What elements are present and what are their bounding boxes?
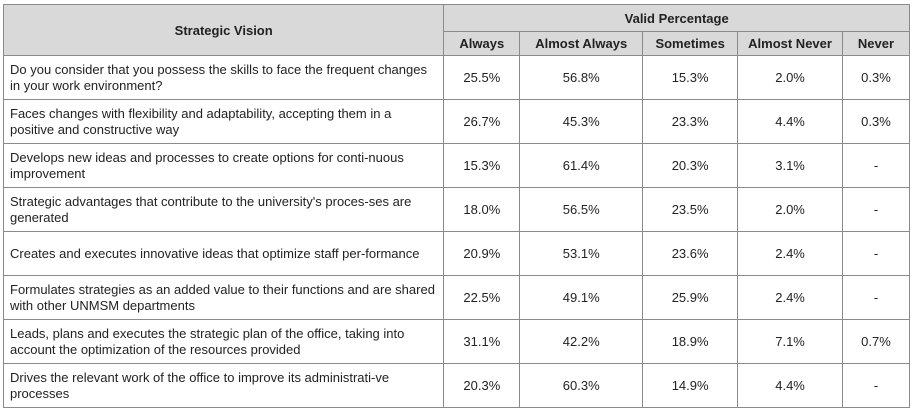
cell-value: 0.3% bbox=[842, 55, 910, 100]
cell-value: 23.3% bbox=[642, 99, 739, 144]
column-header: Always bbox=[443, 31, 521, 56]
table-row: Develops new ideas and processes to crea… bbox=[2, 143, 910, 188]
table-row: Do you consider that you possess the ski… bbox=[2, 55, 910, 100]
row-label: Leads, plans and executes the strategic … bbox=[2, 319, 445, 364]
cell-value: 56.8% bbox=[519, 55, 644, 100]
cell-value: 18.9% bbox=[642, 319, 739, 364]
cell-value: 15.3% bbox=[443, 143, 521, 188]
cell-value: 61.4% bbox=[519, 143, 644, 188]
row-label: Develops new ideas and processes to crea… bbox=[2, 143, 445, 188]
cell-value: 2.4% bbox=[737, 231, 843, 276]
strategic-vision-table: Strategic Vision Valid Percentage Always… bbox=[2, 4, 910, 408]
cell-value: 14.9% bbox=[642, 363, 739, 408]
column-header: Almost Never bbox=[737, 31, 843, 56]
table-row: Formulates strategies as an added value … bbox=[2, 275, 910, 320]
cell-value: - bbox=[842, 231, 910, 276]
row-label: Drives the relevant work of the office t… bbox=[2, 363, 445, 408]
cell-value: 25.5% bbox=[443, 55, 521, 100]
cell-value: 4.4% bbox=[737, 99, 843, 144]
table-row: Drives the relevant work of the office t… bbox=[2, 363, 910, 408]
cell-value: 7.1% bbox=[737, 319, 843, 364]
row-label: Do you consider that you possess the ski… bbox=[2, 55, 445, 100]
table-row: Faces changes with flexibility and adapt… bbox=[2, 99, 910, 144]
group-header: Valid Percentage bbox=[443, 4, 910, 32]
table-row: Leads, plans and executes the strategic … bbox=[2, 319, 910, 364]
row-label: Formulates strategies as an added value … bbox=[2, 275, 445, 320]
cell-value: 2.4% bbox=[737, 275, 843, 320]
cell-value: 20.3% bbox=[443, 363, 521, 408]
cell-value: - bbox=[842, 275, 910, 320]
cell-value: 18.0% bbox=[443, 187, 521, 232]
row-label: Strategic advantages that contribute to … bbox=[2, 187, 445, 232]
cell-value: 0.7% bbox=[842, 319, 910, 364]
table-row: Strategic advantages that contribute to … bbox=[2, 187, 910, 232]
cell-value: 20.3% bbox=[642, 143, 739, 188]
cell-value: 45.3% bbox=[519, 99, 644, 144]
cell-value: - bbox=[842, 143, 910, 188]
table-row: Creates and executes innovative ideas th… bbox=[2, 231, 910, 276]
cell-value: 53.1% bbox=[519, 231, 644, 276]
column-header: Sometimes bbox=[642, 31, 739, 56]
row-label-header: Strategic Vision bbox=[2, 4, 445, 56]
row-label: Creates and executes innovative ideas th… bbox=[2, 231, 445, 276]
cell-value: 20.9% bbox=[443, 231, 521, 276]
cell-value: 49.1% bbox=[519, 275, 644, 320]
cell-value: 22.5% bbox=[443, 275, 521, 320]
cell-value: 25.9% bbox=[642, 275, 739, 320]
cell-value: 23.5% bbox=[642, 187, 739, 232]
cell-value: 2.0% bbox=[737, 187, 843, 232]
header-row-1: Strategic Vision Valid Percentage bbox=[2, 4, 910, 56]
header-row-2: Always Almost Always Sometimes Almost Ne… bbox=[4, 31, 910, 56]
cell-value: 4.4% bbox=[737, 363, 843, 408]
cell-value: 60.3% bbox=[519, 363, 644, 408]
cell-value: 15.3% bbox=[642, 55, 739, 100]
cell-value: 0.3% bbox=[842, 99, 910, 144]
column-header: Almost Always bbox=[519, 31, 644, 56]
cell-value: 2.0% bbox=[737, 55, 843, 100]
row-label: Faces changes with flexibility and adapt… bbox=[2, 99, 445, 144]
cell-value: 26.7% bbox=[443, 99, 521, 144]
cell-value: 3.1% bbox=[737, 143, 843, 188]
cell-value: 31.1% bbox=[443, 319, 521, 364]
cell-value: 56.5% bbox=[519, 187, 644, 232]
column-header: Never bbox=[842, 31, 910, 56]
cell-value: 23.6% bbox=[642, 231, 739, 276]
cell-value: 42.2% bbox=[519, 319, 644, 364]
cell-value: - bbox=[842, 363, 910, 408]
cell-value: - bbox=[842, 187, 910, 232]
